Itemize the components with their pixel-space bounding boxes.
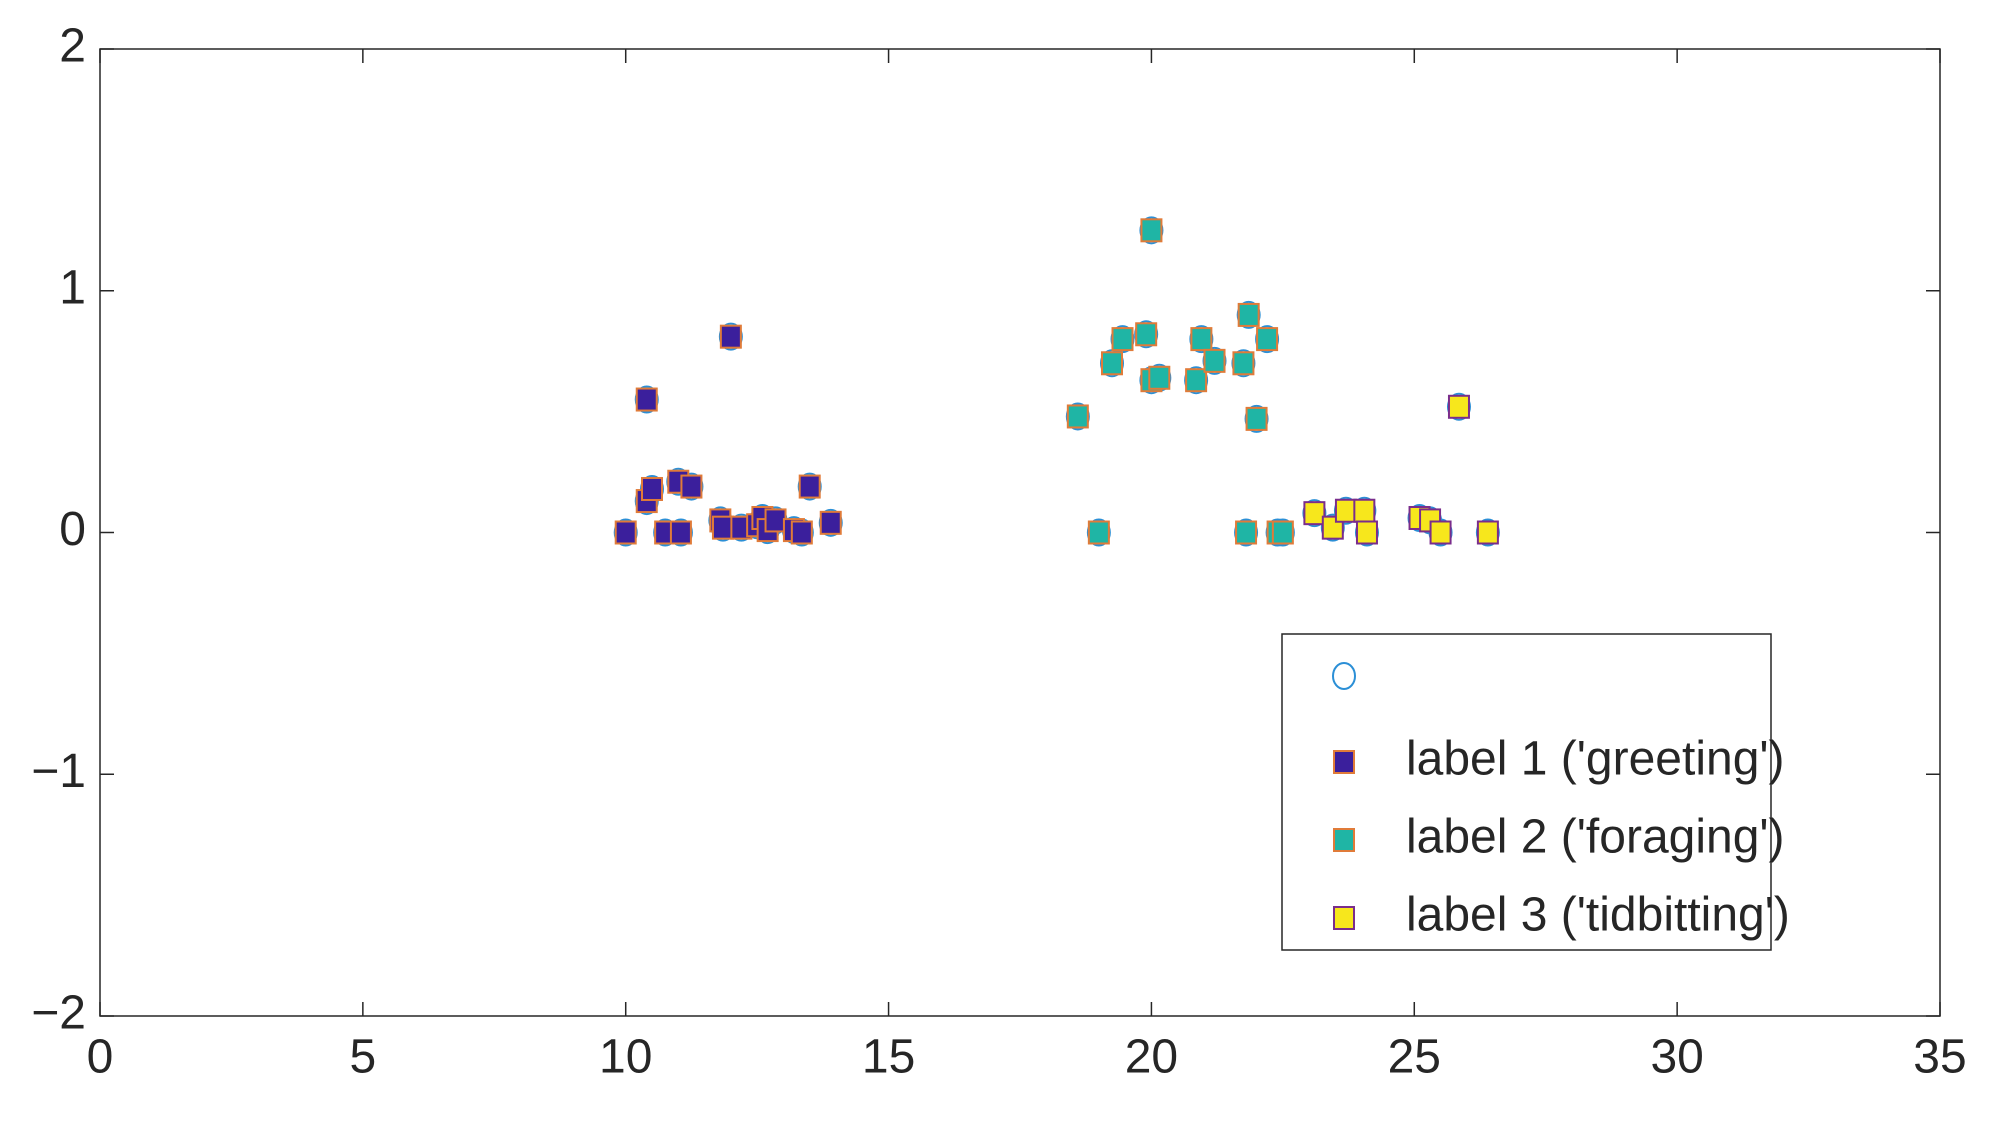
point bbox=[1101, 351, 1123, 376]
point bbox=[1245, 406, 1268, 431]
point bbox=[1066, 404, 1089, 429]
x-tick-label: 35 bbox=[1913, 1031, 1966, 1084]
point bbox=[1235, 520, 1258, 545]
legend: label 1 ('greeting') label 2 ('foraging')… bbox=[1281, 633, 1790, 951]
x-tick-label: 5 bbox=[350, 1031, 377, 1084]
y-tick-label: 2 bbox=[59, 20, 86, 73]
y-tick-label: −1 bbox=[31, 745, 86, 798]
point bbox=[669, 520, 692, 545]
legend-label: label 3 ('tidbitting') bbox=[1406, 889, 1790, 942]
y-tick-label: 0 bbox=[59, 503, 86, 556]
legend-marker bbox=[1332, 662, 1356, 690]
legend-marker bbox=[1333, 906, 1355, 930]
point bbox=[641, 476, 663, 501]
point bbox=[798, 474, 821, 499]
point bbox=[1256, 327, 1279, 352]
point bbox=[1476, 520, 1499, 545]
point bbox=[1355, 520, 1378, 545]
point bbox=[1429, 520, 1452, 545]
legend-box bbox=[1281, 633, 1772, 951]
point bbox=[1353, 498, 1376, 523]
point bbox=[1237, 302, 1260, 327]
point bbox=[1190, 327, 1213, 352]
point bbox=[680, 474, 703, 499]
x-tick-label: 20 bbox=[1125, 1031, 1178, 1084]
y-tick-label: −2 bbox=[31, 987, 86, 1040]
point bbox=[1447, 394, 1470, 419]
point bbox=[1203, 348, 1226, 373]
point bbox=[1271, 520, 1294, 545]
point bbox=[635, 387, 658, 412]
point bbox=[819, 510, 842, 535]
point bbox=[719, 324, 742, 349]
point bbox=[1185, 368, 1208, 393]
x-tick-label: 0 bbox=[87, 1031, 114, 1084]
point bbox=[1232, 351, 1255, 376]
point bbox=[1111, 327, 1134, 352]
legend-marker bbox=[1333, 750, 1355, 774]
legend-label: label 2 ('foraging') bbox=[1406, 811, 1785, 864]
point bbox=[614, 520, 637, 545]
point bbox=[1135, 322, 1158, 347]
point bbox=[1087, 520, 1110, 545]
point bbox=[764, 508, 787, 533]
x-tick-label: 30 bbox=[1650, 1031, 1703, 1084]
legend-marker bbox=[1333, 828, 1355, 852]
point bbox=[1148, 365, 1171, 390]
legend-label: label 1 ('greeting') bbox=[1406, 733, 1785, 786]
point bbox=[1140, 218, 1163, 243]
point bbox=[711, 515, 734, 540]
x-tick-label: 25 bbox=[1388, 1031, 1441, 1084]
y-tick-label: 1 bbox=[59, 261, 86, 314]
point bbox=[790, 520, 813, 545]
x-tick-label: 10 bbox=[599, 1031, 652, 1084]
point bbox=[1303, 501, 1326, 526]
point bbox=[1334, 498, 1357, 523]
x-tick-label: 15 bbox=[862, 1031, 915, 1084]
